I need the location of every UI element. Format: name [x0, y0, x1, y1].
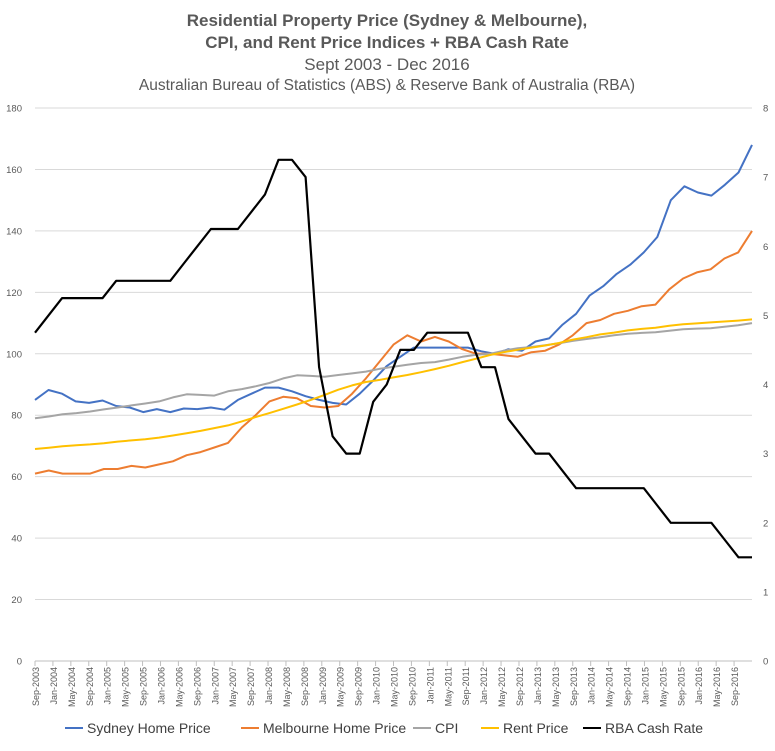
chart-title-line1: Residential Property Price (Sydney & Mel… — [187, 11, 588, 30]
x-tick-label: Sep-2007 — [246, 667, 256, 706]
x-tick-label: Jan-2016 — [694, 667, 704, 705]
cpi-line — [34, 322, 753, 420]
x-tick-label: Sep-2005 — [139, 667, 149, 706]
chart-title-line2: CPI, and Rent Price Indices + RBA Cash R… — [205, 33, 569, 52]
melbourne-home-price-line — [34, 230, 753, 475]
y-left-tick-label: 140 — [6, 226, 22, 237]
y-left-tick-label: 100 — [6, 349, 22, 360]
x-tick-label: May-2012 — [497, 667, 507, 707]
y-axis-right: 0 1 2 3 4 5 6 7 8 — [763, 104, 768, 668]
x-tick-label: Sep-2013 — [569, 667, 579, 706]
legend: Sydney Home Price Melbourne Home Price CPI… — [65, 720, 703, 736]
x-tick-label: Sep-2016 — [730, 667, 740, 706]
y-right-tick-label: 1 — [763, 587, 768, 598]
chart-subtitle: Sept 2003 - Dec 2016 — [304, 55, 469, 74]
x-tick-label: Jan-2013 — [533, 667, 543, 705]
y-right-tick-label: 5 — [763, 311, 768, 322]
legend-label: Sydney Home Price — [87, 720, 211, 736]
x-tick-label: Jan-2009 — [318, 667, 328, 705]
y-left-tick-label: 160 — [6, 165, 22, 176]
y-left-tick-label: 80 — [11, 411, 22, 422]
x-tick-label: Sep-2014 — [623, 667, 633, 706]
x-tick-label: Jan-2012 — [479, 667, 489, 705]
y-left-tick-label: 0 — [17, 657, 22, 668]
series-lines — [34, 144, 753, 559]
x-tick-label: Jan-2015 — [640, 667, 650, 705]
y-right-tick-label: 3 — [763, 449, 768, 460]
x-tick-label: Jan-2005 — [103, 667, 113, 705]
x-tick-label: May-2008 — [282, 667, 292, 707]
x-tick-label: Jan-2014 — [587, 667, 597, 705]
y-left-tick-label: 180 — [6, 104, 22, 115]
x-tick-label: May-2010 — [390, 667, 400, 707]
y-right-tick-label: 8 — [763, 104, 768, 115]
legend-item-rba-cash-rate: RBA Cash Rate — [583, 720, 703, 736]
x-axis: Sep-2003 Jan-2004 May-2004 Sep-2004 Jan-2005… — [31, 660, 752, 707]
x-tick-label: Jan-2006 — [156, 667, 166, 705]
x-tick-label: Sep-2004 — [85, 667, 95, 706]
y-right-tick-label: 0 — [763, 657, 768, 668]
x-tick-label: Jan-2004 — [49, 667, 59, 705]
x-tick-label: Sep-2003 — [31, 667, 41, 706]
x-tick-label: May-2006 — [174, 667, 184, 707]
sydney-home-price-line — [34, 144, 753, 414]
y-left-tick-label: 20 — [11, 595, 22, 606]
legend-label: Rent Price — [503, 720, 569, 736]
y-left-tick-label: 60 — [11, 472, 22, 483]
x-tick-label: May-2004 — [67, 667, 77, 707]
y-left-tick-label: 40 — [11, 534, 22, 545]
x-tick-label: Sep-2011 — [461, 667, 471, 705]
x-tick-label: May-2009 — [336, 667, 346, 707]
y-right-tick-label: 2 — [763, 518, 768, 529]
x-tick-label: Sep-2010 — [407, 667, 417, 706]
x-tick-label: Jan-2011 — [425, 667, 435, 704]
x-tick-label: May-2014 — [605, 667, 615, 707]
gridlines — [35, 107, 752, 662]
y-axis-left: 0 20 40 60 80 100 120 140 160 180 — [6, 104, 22, 668]
y-right-tick-label: 7 — [763, 173, 768, 184]
x-tick-label: Jan-2007 — [210, 667, 220, 705]
x-tick-label: Sep-2008 — [300, 667, 310, 706]
rba-cash-rate-line — [34, 158, 752, 559]
x-tick-label: May-2011 — [443, 667, 453, 706]
legend-item-rent-price: Rent Price — [481, 720, 569, 736]
x-tick-label: Jan-2010 — [372, 667, 382, 705]
legend-label: Melbourne Home Price — [263, 720, 406, 736]
y-right-tick-label: 6 — [763, 242, 768, 253]
legend-item-melbourne-home-price: Melbourne Home Price — [241, 720, 406, 736]
x-tick-label: May-2015 — [658, 667, 668, 707]
x-tick-label: Sep-2009 — [354, 667, 364, 706]
legend-item-sydney-home-price: Sydney Home Price — [65, 720, 211, 736]
x-tick-label: May-2013 — [551, 667, 561, 707]
x-tick-label: Sep-2012 — [515, 667, 525, 706]
legend-item-cpi: CPI — [413, 720, 458, 736]
legend-label: RBA Cash Rate — [605, 720, 703, 736]
x-tick-label: May-2016 — [712, 667, 722, 707]
x-tick-label: Sep-2006 — [192, 667, 202, 706]
x-tick-label: Sep-2015 — [676, 667, 686, 706]
x-tick-label: May-2005 — [121, 667, 131, 707]
y-left-tick-label: 120 — [6, 288, 22, 299]
rent-price-line — [34, 318, 753, 450]
chart-source: Australian Bureau of Statistics (ABS) & … — [139, 77, 635, 94]
x-tick-label: Jan-2008 — [264, 667, 274, 705]
x-tick-label: May-2007 — [228, 667, 238, 707]
y-right-tick-label: 4 — [763, 380, 768, 391]
legend-label: CPI — [435, 720, 458, 736]
